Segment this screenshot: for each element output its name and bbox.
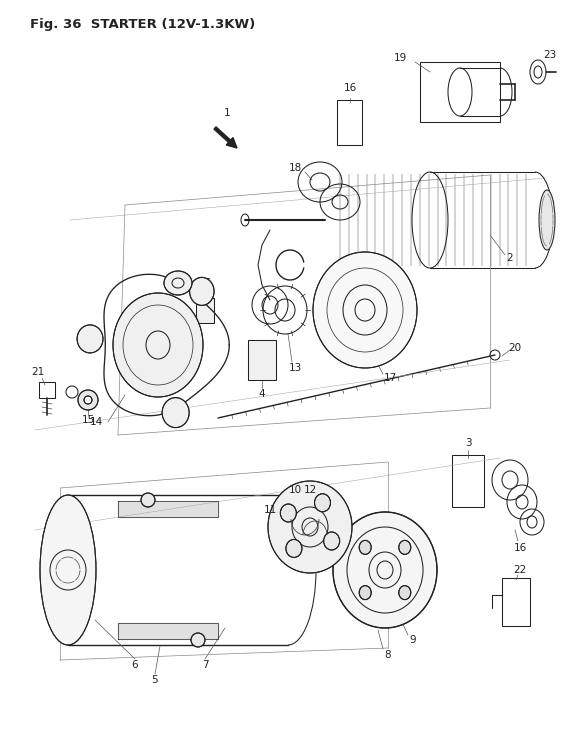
Ellipse shape — [399, 540, 411, 554]
Text: 14: 14 — [89, 417, 103, 427]
Text: 16: 16 — [513, 543, 527, 553]
Text: 13: 13 — [288, 363, 301, 373]
Text: 16: 16 — [198, 278, 211, 288]
Ellipse shape — [324, 532, 340, 550]
Text: 8: 8 — [384, 650, 391, 660]
Ellipse shape — [164, 271, 192, 295]
Ellipse shape — [40, 495, 96, 645]
Bar — [248, 340, 276, 380]
Text: 17: 17 — [383, 373, 397, 383]
Text: 11: 11 — [264, 505, 277, 515]
Ellipse shape — [315, 494, 331, 512]
Ellipse shape — [399, 586, 411, 600]
Ellipse shape — [77, 325, 103, 353]
Ellipse shape — [191, 633, 205, 647]
Text: 15: 15 — [81, 415, 95, 425]
Polygon shape — [118, 501, 218, 517]
Bar — [39, 382, 55, 398]
Text: 23: 23 — [543, 50, 556, 60]
Text: 2: 2 — [507, 253, 513, 263]
Ellipse shape — [313, 252, 417, 368]
Ellipse shape — [359, 586, 371, 600]
Text: 3: 3 — [465, 438, 472, 448]
Bar — [452, 455, 484, 507]
Ellipse shape — [162, 398, 189, 428]
Ellipse shape — [333, 512, 437, 628]
Ellipse shape — [190, 278, 214, 305]
Text: 22: 22 — [513, 565, 527, 575]
Ellipse shape — [539, 190, 555, 250]
Text: 12: 12 — [303, 485, 317, 495]
Ellipse shape — [359, 540, 371, 554]
Text: 18: 18 — [288, 163, 301, 173]
Bar — [420, 62, 500, 122]
Ellipse shape — [280, 504, 296, 522]
Text: 16: 16 — [343, 83, 356, 93]
Text: 4: 4 — [258, 389, 265, 399]
Ellipse shape — [113, 293, 203, 397]
Bar — [196, 298, 214, 323]
Ellipse shape — [286, 539, 302, 557]
Text: Fig. 36  STARTER (12V-1.3KW): Fig. 36 STARTER (12V-1.3KW) — [30, 18, 255, 31]
Ellipse shape — [78, 390, 98, 410]
FancyArrow shape — [214, 127, 237, 148]
Polygon shape — [118, 623, 218, 639]
Text: 19: 19 — [394, 53, 407, 63]
Ellipse shape — [268, 481, 352, 573]
Text: 9: 9 — [410, 635, 417, 645]
Text: 21: 21 — [32, 367, 45, 377]
Text: 5: 5 — [152, 675, 158, 685]
Text: 7: 7 — [202, 660, 209, 670]
Text: 10: 10 — [288, 485, 301, 495]
Bar — [502, 578, 530, 626]
Ellipse shape — [141, 493, 155, 507]
Text: 1: 1 — [223, 108, 230, 118]
Bar — [337, 100, 362, 145]
Text: 6: 6 — [132, 660, 138, 670]
Text: 20: 20 — [508, 343, 521, 353]
Ellipse shape — [84, 396, 92, 404]
